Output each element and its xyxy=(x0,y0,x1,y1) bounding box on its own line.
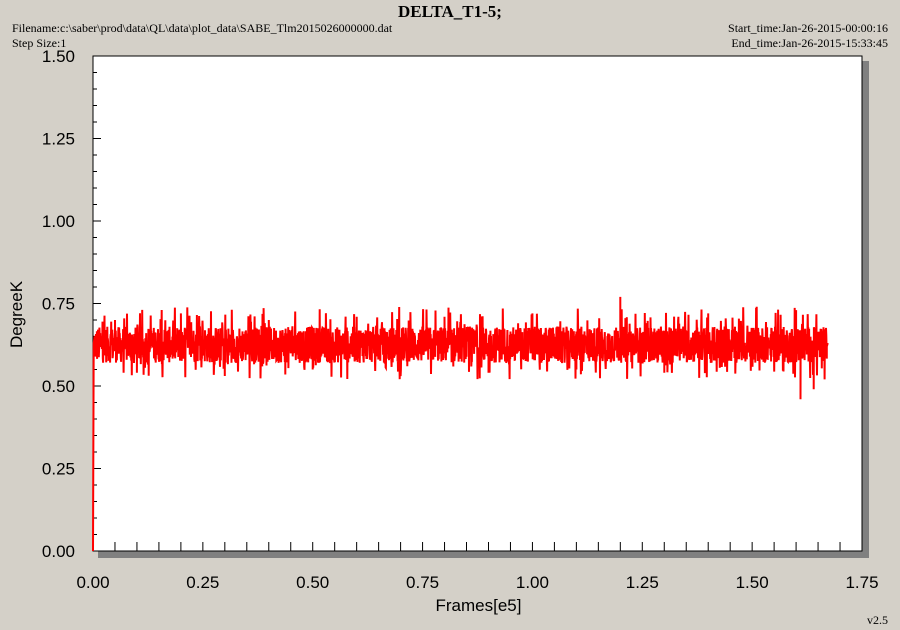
y-tick-label: 0.75 xyxy=(42,295,75,314)
y-tick-label: 0.25 xyxy=(42,460,75,479)
x-tick-label: 1.25 xyxy=(626,573,659,592)
filename-label: Filename:c:\saber\prod\data\QL\data\plot… xyxy=(12,21,393,35)
y-tick-label: 1.50 xyxy=(42,47,75,66)
x-tick-label: 0.00 xyxy=(76,573,109,592)
y-tick-label: 1.00 xyxy=(42,212,75,231)
axis-ticks xyxy=(92,55,863,552)
y-tick-label: 0.00 xyxy=(42,542,75,561)
y-axis-label: DegreeK xyxy=(7,280,26,348)
series-layer xyxy=(92,296,829,552)
step-size-label: Step Size:1 xyxy=(12,36,67,50)
chart-title: DELTA_T1-5; xyxy=(398,2,502,21)
start-time-label: Start_time:Jan-26-2015-00:00:16 xyxy=(728,21,888,35)
x-tick-label: 0.50 xyxy=(296,573,329,592)
x-tick-label: 0.75 xyxy=(406,573,439,592)
plot-area xyxy=(92,55,863,552)
x-tick-label: 1.50 xyxy=(736,573,769,592)
x-tick-label: 1.75 xyxy=(845,573,878,592)
axis-labels: 0.00 0.25 0.50 0.75 1.00 1.25 1.50 0.00 0.25 0.50… xyxy=(7,47,879,615)
x-axis-label: Frames[e5] xyxy=(436,596,522,615)
y-tick-label: 0.50 xyxy=(42,377,75,396)
version-label: v2.5 xyxy=(867,613,888,627)
x-tick-label: 0.25 xyxy=(186,573,219,592)
y-tick-label: 1.25 xyxy=(42,130,75,149)
end-time-label: End_time:Jan-26-2015-15:33:45 xyxy=(731,36,888,50)
x-tick-label: 1.00 xyxy=(516,573,549,592)
series-line xyxy=(92,296,829,552)
